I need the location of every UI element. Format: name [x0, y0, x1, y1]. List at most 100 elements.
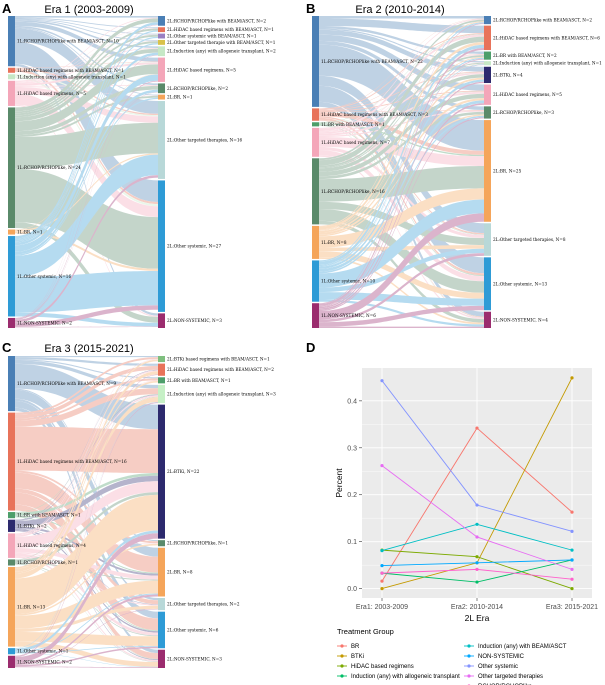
series-point: [380, 571, 384, 575]
panel-d-letter: D: [306, 340, 315, 355]
sankey-flow: [15, 357, 158, 366]
sankey-flow: [15, 24, 158, 319]
sankey-left-node: [8, 107, 15, 229]
legend-label: HiDAC based regimens: [351, 664, 414, 670]
sankey-left-label: 1L:HiDAC based regimens, N=5: [17, 91, 86, 96]
sankey-flow: [15, 494, 158, 615]
sankey-right-label: 2L:RCHOP/RCHOPlike, N=3: [493, 110, 554, 115]
y-tick-label: 0.2: [347, 492, 357, 499]
sankey-flow: [15, 426, 158, 474]
sankey-left-label: 1L:RCHOP/RCHOPlike with BEAM/ASCT, N=9: [17, 381, 116, 386]
sankey-flow: [15, 27, 158, 96]
sankey-flow: [319, 111, 484, 180]
sankey-left-label: 1L:Induction (any) with allogeneic trans…: [17, 74, 126, 79]
sankey-flow: [319, 21, 484, 227]
sankey-left-node: [8, 67, 15, 73]
sankey-flow: [319, 110, 484, 113]
sankey-left-label: 1L:RCHOP/RCHOPlike, N=24: [17, 165, 81, 170]
legend-key-point: [340, 674, 344, 678]
sankey-flow: [319, 56, 484, 231]
y-tick-label: 0.1: [347, 539, 357, 546]
sankey-flows: [319, 16, 484, 328]
sankey-flow: [319, 100, 484, 272]
sankey-flow: [15, 472, 158, 573]
sankey-flow: [15, 666, 158, 668]
sankey-right-node: [484, 16, 491, 25]
series-point: [570, 376, 574, 380]
sankey-right-node: [158, 57, 165, 82]
sankey-flow: [15, 74, 158, 117]
sankey-right-node: [484, 84, 491, 105]
sankey-flow: [15, 95, 158, 138]
sankey-flow: [319, 64, 484, 267]
sankey-flow: [15, 85, 158, 136]
sankey-flow: [319, 36, 484, 166]
sankey-right-node: [158, 101, 165, 179]
sankey-flow: [15, 605, 158, 633]
sankey-flow: [15, 528, 158, 633]
sankey-flow: [15, 593, 158, 653]
sankey-right-node: [158, 83, 165, 94]
sankey-right-label: 2L:BTKi, N=4: [493, 72, 523, 77]
sankey-flow: [15, 17, 158, 82]
series-point: [570, 567, 574, 571]
sankey-flow: [15, 564, 158, 663]
sankey-right-label: 2L:Other targeted therapie with BEAM/ASC…: [167, 40, 276, 45]
sankey-flow: [15, 365, 158, 419]
panel-a-letter: A: [2, 1, 12, 16]
sankey-right-label: 2L:BR, N=25: [493, 168, 522, 173]
sankey-flow: [15, 395, 158, 537]
sankey-left-label: 1L:BR, N=1: [17, 230, 43, 235]
sankey-flow: [15, 492, 158, 631]
sankey-flow: [319, 299, 484, 327]
sankey-right-label: 2L:NON-SYSTEMIC, N=3: [167, 318, 222, 323]
sankey-flow: [319, 90, 484, 112]
sankey-right-label: 2L:RCHOP/RCHOPlike with BEAM/ASCT, N=2: [493, 18, 592, 23]
panel-a-title: Era 1 (2003-2009): [44, 4, 133, 16]
sankey-flow: [319, 18, 484, 109]
series-point: [475, 561, 479, 565]
series-point: [380, 579, 384, 583]
sankey-right-label: 2L:Induction (any) with allogeneic trans…: [493, 61, 602, 66]
sankey-right-label: 2L:HiDAC based regimens, N=5: [167, 67, 236, 72]
sankey-flow: [15, 22, 158, 239]
sankey-flow: [319, 188, 484, 248]
sankey-flow: [15, 556, 158, 662]
series-point: [475, 426, 479, 430]
sankey-flow: [15, 52, 158, 246]
y-axis-ticks: 0.0 0.1 0.2 0.3 0.4: [347, 398, 362, 593]
sankey-right-label: 2L:Other systemic with BEAM/ASCT, N=1: [167, 34, 257, 39]
sankey-flow: [319, 25, 484, 55]
sankey-left-node: [8, 229, 15, 235]
sankey-flow: [319, 32, 484, 110]
sankey-right-label: 2L:Other targeted therapies, N=8: [493, 237, 566, 242]
sankey-flow: [15, 17, 158, 29]
sankey-flow: [319, 213, 484, 320]
sankey-flow: [15, 543, 158, 616]
sankey-flow: [15, 516, 158, 632]
panel-c-title: Era 3 (2015-2021): [44, 343, 133, 355]
sankey-era3: 1L:RCHOP/RCHOPlike with BEAM/ASCT, N=9 1L…: [8, 356, 276, 668]
sankey-flow: [15, 580, 158, 629]
sankey-left-node: [8, 519, 15, 532]
sankey-flow: [319, 55, 484, 168]
sankey-flow: [15, 92, 158, 320]
sankey-flow: [15, 504, 158, 660]
sankey-right-node: [484, 106, 491, 119]
sankey-right-label: 2L:BR with BEAM/ASCT, N=2: [493, 53, 557, 58]
sankey-flow: [319, 71, 484, 111]
sankey-flow: [15, 371, 158, 572]
line-chart: 0.0 0.1 0.2 0.3 0.4 Era1: 2003-2009 Era2: 201…: [334, 368, 598, 623]
sankey-flow: [319, 72, 484, 134]
sankey-flow: [15, 492, 158, 563]
sankey-right-node: [158, 313, 165, 328]
sankey-right-label: 2L:Other targeted therapies, N=2: [167, 602, 240, 607]
sankey-flow: [319, 116, 484, 235]
sankey-flow: [15, 402, 158, 658]
sankey-flow: [15, 326, 158, 328]
sankey-left-node: [312, 108, 319, 121]
series-point: [570, 510, 574, 514]
series-point: [475, 555, 479, 559]
sankey-flow: [15, 359, 158, 569]
sankey-flow: [319, 166, 484, 202]
